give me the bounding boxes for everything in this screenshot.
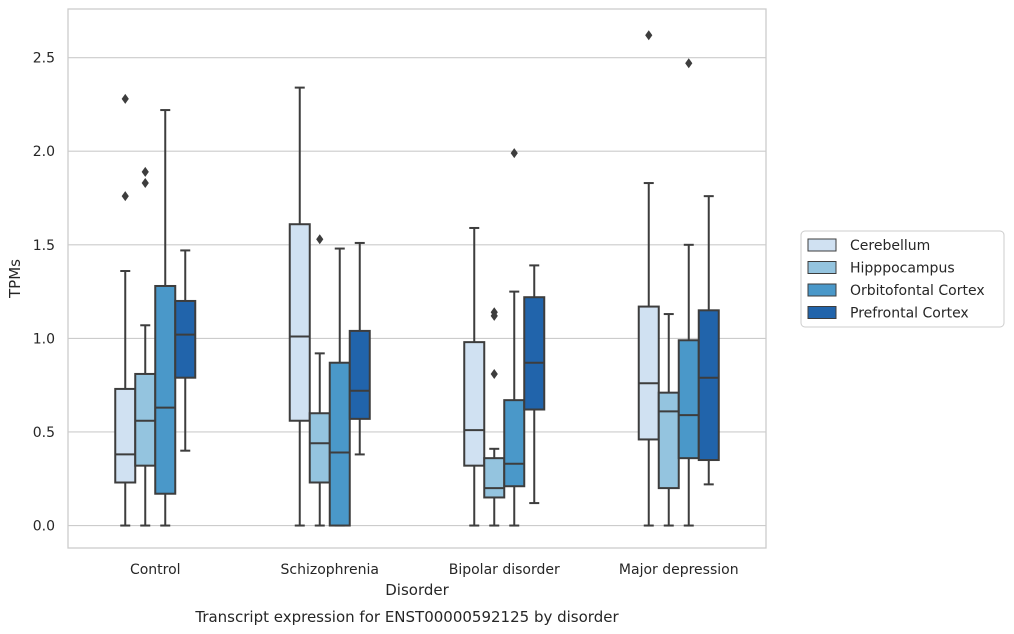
x-tick-label: Schizophrenia: [281, 562, 379, 578]
outlier-marker: [121, 93, 129, 104]
box-cerebellum: [463, 226, 486, 527]
box-iqr: [483, 457, 506, 499]
x-tick-label: Bipolar disorder: [449, 562, 560, 578]
box-iqr: [503, 399, 526, 488]
legend-frame: [800, 230, 1005, 328]
legend-entry: Orbitofontal Cortex: [850, 283, 985, 299]
box-iqr: [174, 299, 197, 379]
box-prefrontal-cortex: [174, 249, 197, 452]
box-iqr: [637, 305, 660, 441]
box-iqr: [463, 341, 486, 467]
box-iqr: [657, 391, 680, 490]
box-plot-area: [114, 30, 720, 527]
y-axis-ticks: 0.0 0.5 1.0 1.5 2.0 2.5: [33, 51, 55, 535]
box-hipppocampus: [308, 234, 331, 527]
x-axis-ticks: Control Schizophrenia Bipolar disorder Majo…: [130, 562, 739, 578]
y-tick-label: 1.5: [33, 238, 55, 254]
outlier-marker: [316, 234, 324, 245]
outlier-marker: [490, 307, 498, 318]
box-orbitofontal-cortex: [677, 58, 700, 527]
legend-swatch: [807, 283, 837, 297]
x-tick-label: Major depression: [619, 562, 739, 578]
legend-entry: Prefrontal Cortex: [850, 306, 969, 322]
box-prefrontal-cortex: [348, 241, 371, 456]
box-cerebellum: [114, 93, 137, 527]
box-prefrontal-cortex: [697, 195, 720, 486]
legend-swatch: [807, 261, 837, 274]
outlier-marker: [685, 58, 693, 69]
box-iqr: [114, 387, 137, 484]
box-iqr: [308, 412, 331, 484]
box-iqr: [348, 329, 371, 420]
box-hipppocampus: [657, 313, 680, 527]
y-axis-label: TPMs: [6, 259, 24, 299]
box-hipppocampus: [134, 166, 157, 527]
y-tick-label: 0.0: [33, 519, 55, 535]
x-axis-label: Disorder: [385, 581, 449, 599]
box-iqr: [288, 223, 311, 422]
y-tick-label: 0.5: [33, 425, 55, 441]
x-tick-label: Control: [130, 562, 181, 578]
y-tick-label: 2.0: [33, 144, 55, 160]
box-iqr: [677, 339, 700, 460]
y-tick-label: 2.5: [33, 51, 55, 67]
box-iqr: [328, 361, 351, 527]
box-orbitofontal-cortex: [154, 109, 177, 527]
legend-swatch: [807, 238, 837, 252]
box-iqr: [523, 296, 546, 411]
box-iqr: [154, 284, 177, 495]
legend-swatch: [807, 306, 837, 319]
legend-entry: Cerebellum: [850, 238, 930, 254]
outlier-marker: [141, 178, 149, 189]
box-hipppocampus: [483, 307, 506, 527]
plot-frame: [67, 8, 767, 549]
box-iqr: [697, 309, 720, 462]
outlier-marker: [490, 368, 498, 379]
outlier-marker: [121, 191, 129, 202]
legend-entry: Hipppocampus: [850, 261, 955, 277]
chart-caption: Transcript expression for ENST0000059212…: [194, 608, 619, 626]
box-orbitofontal-cortex: [328, 247, 351, 527]
box-prefrontal-cortex: [523, 264, 546, 505]
box-cerebellum: [637, 30, 660, 527]
box-cerebellum: [288, 86, 311, 527]
legend: Cerebellum Hipppocampus Orbitofontal Corte…: [800, 230, 1005, 328]
y-tick-label: 1.0: [33, 331, 55, 347]
outlier-marker: [645, 30, 653, 41]
outlier-marker: [510, 148, 518, 159]
outlier-marker: [141, 166, 149, 177]
box-orbitofontal-cortex: [503, 148, 526, 527]
